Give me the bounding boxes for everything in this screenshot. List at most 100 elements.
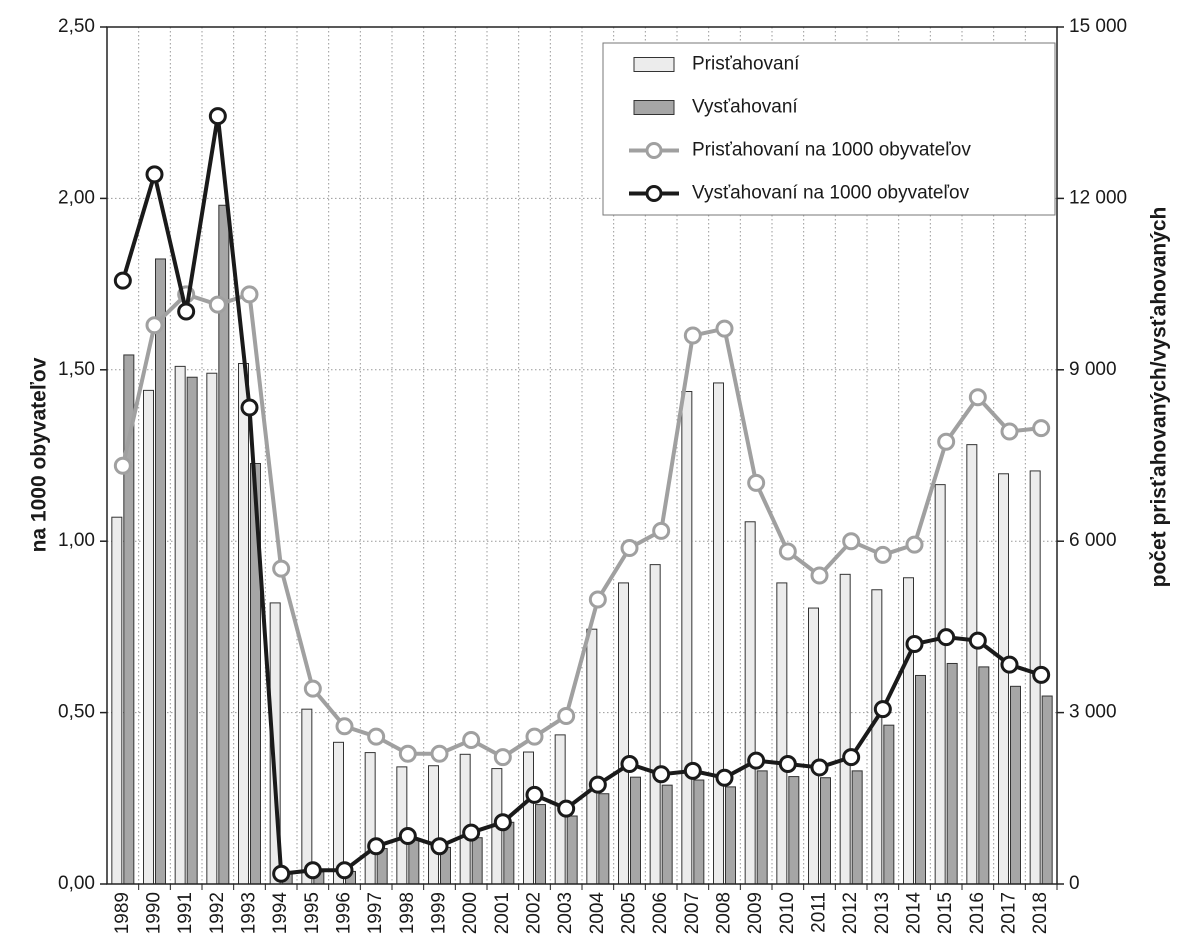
x-tick-label: 1998	[397, 892, 418, 934]
line-marker	[145, 316, 164, 335]
bar	[883, 724, 895, 885]
y-tick-label: 2,50	[58, 16, 95, 37]
y-tick-label: 1,00	[58, 530, 95, 551]
x-tick-label: 2006	[650, 892, 671, 934]
bar	[471, 837, 483, 885]
legend-label: Prisťahovaní na 1000 obyvateľov	[692, 140, 971, 161]
line-marker	[272, 559, 291, 578]
x-tick-label: 2010	[777, 892, 798, 934]
line-marker	[113, 456, 132, 475]
bar	[618, 582, 629, 885]
line-marker	[873, 545, 892, 564]
line-marker	[683, 761, 702, 780]
bar	[566, 815, 578, 885]
bar	[966, 444, 978, 885]
line-marker	[398, 827, 417, 846]
bar	[776, 582, 788, 885]
line-marker	[1032, 419, 1051, 438]
bar	[523, 751, 534, 885]
line-marker	[683, 326, 702, 345]
bar	[903, 577, 914, 885]
bar	[693, 779, 705, 885]
line-marker	[525, 785, 544, 804]
y2-tick-label: 12 000	[1069, 187, 1127, 208]
line	[120, 114, 1042, 876]
bar	[586, 628, 598, 885]
legend-marker	[645, 142, 663, 159]
line-marker	[873, 700, 892, 719]
line-marker	[905, 535, 924, 554]
x-tick-label: 2007	[682, 892, 703, 934]
y-tick-label: 2,00	[58, 187, 95, 208]
line-marker	[303, 861, 322, 880]
x-tick-label: 1996	[334, 892, 355, 934]
bar	[713, 382, 724, 885]
line-marker	[747, 751, 766, 770]
x-tick-label: 2001	[492, 892, 513, 934]
bar	[174, 365, 186, 885]
x-tick-label: 1997	[365, 892, 386, 934]
bar	[839, 573, 851, 885]
y2-axis-title: počet prisťahovaných/vysťahovaných	[1148, 207, 1171, 588]
bar	[535, 804, 546, 885]
line-marker	[905, 635, 924, 654]
bar	[871, 589, 883, 885]
bar	[364, 752, 376, 885]
x-tick-label: 2012	[840, 892, 861, 934]
line-marker	[588, 590, 607, 609]
bar	[915, 674, 926, 885]
x-tick-label: 1993	[239, 892, 260, 934]
line-marker	[588, 775, 607, 794]
x-tick-label: 2003	[555, 892, 576, 934]
line-marker	[652, 521, 671, 540]
bar	[681, 391, 693, 885]
legend-marker	[645, 185, 663, 202]
y-tick-label: 0,00	[58, 873, 95, 894]
line-marker	[810, 566, 829, 585]
line-marker	[652, 765, 671, 784]
bar	[1041, 695, 1053, 885]
bar	[1010, 685, 1021, 885]
bar	[301, 708, 313, 885]
line-marker	[240, 398, 259, 417]
line-marker	[177, 302, 196, 321]
line-marker	[398, 744, 417, 763]
x-tick-label: 1991	[175, 892, 196, 934]
bar	[744, 521, 756, 885]
bar	[934, 484, 946, 885]
bar	[756, 770, 768, 885]
x-tick-label: 2013	[872, 892, 893, 934]
line-marker	[525, 727, 544, 746]
x-tick-label: 2002	[524, 892, 545, 934]
x-tick-label: 2005	[619, 892, 640, 934]
legend-label: Vysťahovaní na 1000 obyvateľov	[692, 183, 970, 204]
line-marker	[462, 731, 481, 750]
line-marker	[303, 679, 322, 698]
bar	[820, 777, 831, 885]
line-marker	[335, 861, 354, 880]
bar	[808, 607, 819, 885]
line-marker	[557, 799, 576, 818]
line-marker	[715, 319, 734, 338]
x-tick-label: 2014	[904, 892, 925, 935]
bar	[238, 363, 249, 885]
x-tick-label: 2016	[967, 892, 988, 934]
line-marker	[842, 532, 861, 551]
line-marker	[208, 107, 227, 126]
bar	[408, 839, 420, 885]
bar	[998, 473, 1009, 885]
line-marker	[842, 748, 861, 767]
line-marker	[1032, 665, 1051, 684]
line-marker	[145, 165, 164, 184]
x-tick-label: 1990	[144, 892, 165, 934]
x-tick-label: 1999	[429, 892, 450, 934]
bar	[661, 784, 673, 885]
x-tick-label: 1995	[302, 892, 323, 934]
bar	[111, 516, 123, 885]
line-marker	[493, 748, 512, 767]
y-tick-label: 0,50	[58, 702, 95, 723]
bar	[186, 376, 198, 885]
x-tick-label: 1992	[207, 892, 228, 934]
